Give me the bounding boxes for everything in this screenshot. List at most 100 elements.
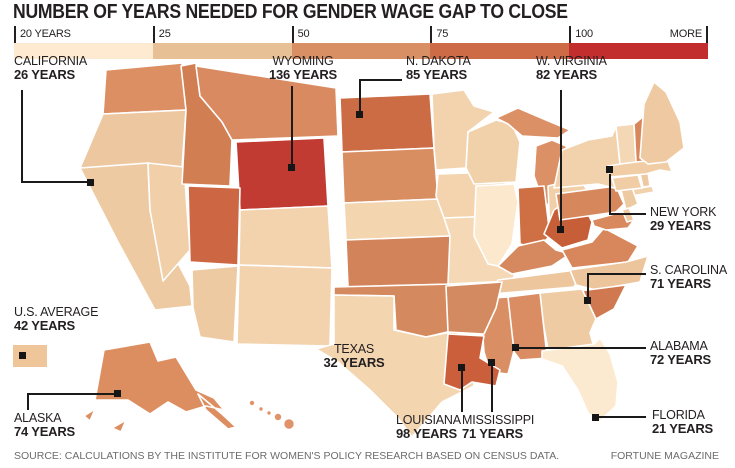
legend-tick [569,26,572,43]
callout-marker-louisiana [458,364,465,371]
publisher-credit: FORTUNE MAGAZINE [610,450,719,462]
callout-marker-mississippi [488,359,495,366]
state-vermont [615,123,637,165]
state-hawaii [265,409,273,417]
callout-state-name: TEXAS [334,342,374,356]
callout-state-value: 42 YEARS [14,318,76,333]
state-hawaii [282,417,296,431]
callout-marker-s-carolina [584,297,591,304]
callout-marker-florida [592,414,599,421]
us-average-swatch [13,345,47,367]
state-wyoming [235,137,329,211]
callout-w-virginia: W. VIRGINIA 82 YEARS [536,54,607,82]
legend-color-segment [14,43,153,59]
callout-wyoming: WYOMING 136 YEARS [266,54,340,82]
state-louisiana [443,333,501,391]
legend-tick-label: 50 [297,28,310,40]
state-kansas [345,235,455,288]
state-oregon [79,109,187,173]
callout-florida: FLORIDA 21 YEARS [652,408,714,436]
markers-layer [13,111,613,421]
callout-us-average: U.S. AVERAGE 42 YEARS [14,305,99,333]
state-utah [187,185,241,266]
leader-california [21,90,87,183]
callout-marker-alabama [512,344,519,351]
callout-louisiana: LOUISIANA 98 YEARS [396,413,461,441]
leader-alaska [27,393,114,410]
state-nevada [147,162,191,282]
state-hawaii [273,412,283,422]
callout-california: CALIFORNIA 26 YEARS [14,54,88,82]
state-maine [639,81,685,165]
callout-state-value: 82 YEARS [536,67,598,82]
state-north-dakota [339,93,435,153]
state-arkansas [445,281,503,335]
state-new-mexico [236,264,333,347]
legend-tick-label: 20 YEARS [20,28,71,40]
callout-marker-california [87,179,94,186]
callout-state-value: 21 YEARS [652,421,714,436]
legend-color-bar [14,43,708,59]
callout-state-name: CALIFORNIA [14,54,88,68]
callout-state-name: N. DAKOTA [406,54,471,68]
callout-new-york: NEW YORK 29 YEARS [650,205,717,233]
callout-marker-wyoming [288,164,295,171]
state-south-dakota [341,147,439,204]
leader-lines-layer [21,79,646,418]
state-indiana [517,185,551,249]
callout-state-name: U.S. AVERAGE [14,305,99,319]
state-washington [102,62,187,115]
legend-tick [291,26,294,43]
state-virginia [561,227,639,269]
callout-state-value: 26 YEARS [14,67,76,82]
legend-tick [152,26,155,43]
callout-n-dakota: N. DAKOTA 85 YEARS [406,54,471,82]
state-hawaii [248,399,256,407]
callout-state-name: FLORIDA [652,408,705,422]
callout-state-value: 85 YEARS [406,67,468,82]
leader-n-dakota [359,79,402,111]
legend-tick [706,26,708,43]
callout-state-name: ALASKA [14,411,62,425]
callout-state-value: 71 YEARS [650,276,712,291]
callout-state-name: NEW YORK [650,205,717,219]
source-note: SOURCE: CALCULATIONS BY THE INSTITUTE FO… [14,450,560,462]
legend-color-segment [430,43,570,59]
callout-state-value: 32 YEARS [323,355,385,370]
callout-alaska: ALASKA 74 YEARS [14,411,75,439]
callout-state-value: 136 YEARS [268,67,338,82]
callout-state-name: LOUISIANA [396,413,461,427]
legend-tick [14,26,16,43]
callout-s-carolina: S. CAROLINA 71 YEARS [650,263,727,291]
state-florida [541,337,619,422]
callout-mississippi: MISSISSIPPI 71 YEARS [462,414,534,441]
callout-marker-us-average [19,352,26,359]
callout-marker-w-virginia [557,226,564,233]
state-alaska [83,341,237,433]
callout-marker-n-dakota [356,111,363,118]
legend-tick-label: 25 [158,28,171,40]
callout-state-value: 72 YEARS [650,352,712,367]
state-wisconsin [465,119,521,185]
state-pennsylvania [555,185,625,221]
state-nebraska [343,198,451,241]
callout-marker-alaska [114,390,121,397]
callout-state-name: WYOMING [272,54,334,68]
states-layer [79,62,685,438]
legend-scale: 20 YEARS 25 50 75 100 MORE [14,26,708,59]
callout-state-value: 29 YEARS [650,218,712,233]
callout-state-name: ALABAMA [650,339,708,353]
callout-state-name: W. VIRGINIA [536,54,607,68]
legend-color-segment [291,43,431,59]
legend-tick-label: 75 [436,28,449,40]
legend-color-segment [569,43,708,59]
legend-tick-label: MORE [669,28,702,40]
legend-color-segment [152,43,292,59]
state-arizona [191,265,239,343]
callout-state-name: S. CAROLINA [650,263,727,277]
state-colorado [238,205,333,269]
callout-texas: TEXAS 32 YEARS [316,342,392,370]
legend-tick [430,26,433,43]
